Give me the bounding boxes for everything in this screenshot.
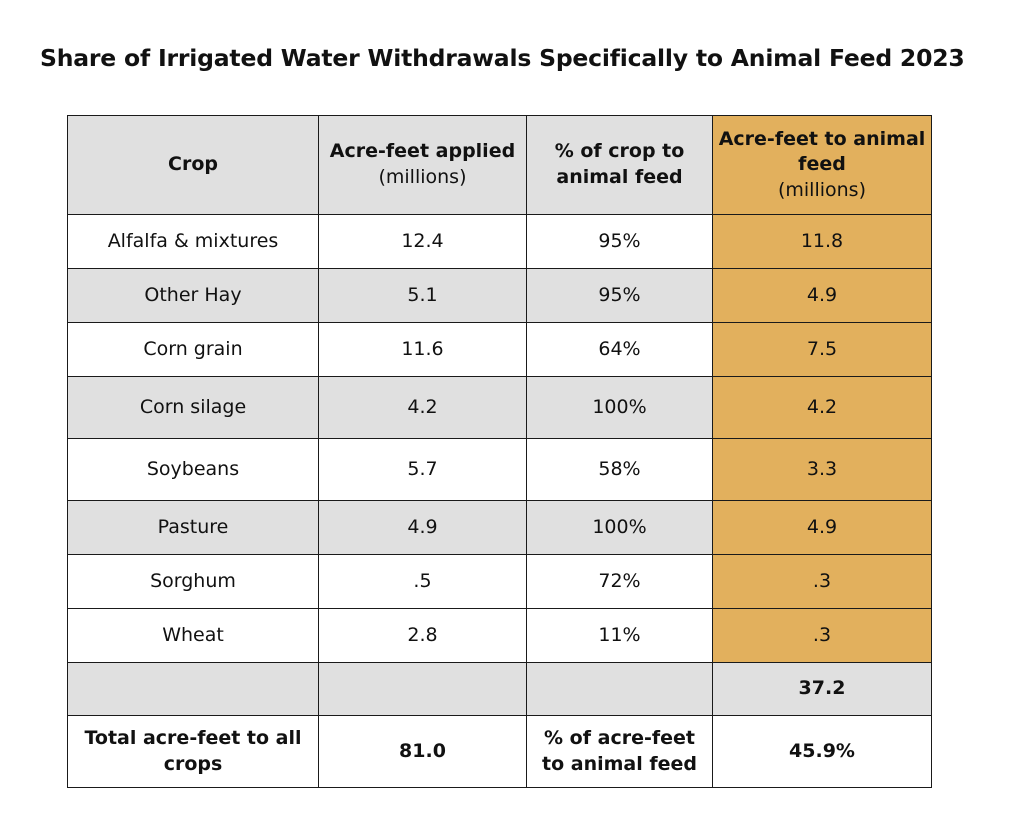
table-row: Soybeans 5.7 58% 3.3 <box>67 438 932 501</box>
total-row: Total acre-feet to all crops 81.0 % of a… <box>67 715 932 788</box>
header-row: Crop Acre-feet applied (millions) % of c… <box>67 115 932 215</box>
header-applied-unit: (millions) <box>378 166 467 188</box>
crop-cell: Corn silage <box>67 376 319 439</box>
applied-cell: 12.4 <box>318 214 527 269</box>
applied-cell: 5.7 <box>318 438 527 501</box>
header-pct-title: % of crop to animal feed <box>554 140 685 188</box>
pct-cell: 100% <box>526 376 713 439</box>
pct-cell: 11% <box>526 608 713 663</box>
table-row: Wheat 2.8 11% .3 <box>67 608 932 663</box>
empty-cell <box>526 662 713 716</box>
table-row: Pasture 4.9 100% 4.9 <box>67 500 932 555</box>
feed-cell: .3 <box>712 554 932 609</box>
header-applied-title: Acre-feet applied <box>329 140 516 163</box>
crop-cell: Alfalfa & mixtures <box>67 214 319 269</box>
total-pct-label-cell: % of acre-feet to animal feed <box>526 715 713 788</box>
table-row: Other Hay 5.1 95% 4.9 <box>67 268 932 323</box>
pct-cell: 64% <box>526 322 713 377</box>
pct-cell: 95% <box>526 268 713 323</box>
feed-cell: 4.9 <box>712 500 932 555</box>
crop-cell: Soybeans <box>67 438 319 501</box>
crop-cell: Wheat <box>67 608 319 663</box>
empty-cell <box>318 662 527 716</box>
crop-water-table: Crop Acre-feet applied (millions) % of c… <box>67 115 932 788</box>
applied-cell: 2.8 <box>318 608 527 663</box>
subtotal-row: 37.2 <box>67 662 932 716</box>
table-row: Corn grain 11.6 64% 7.5 <box>67 322 932 377</box>
total-label-cell: Total acre-feet to all crops <box>67 715 319 788</box>
header-crop: Crop <box>67 115 319 215</box>
feed-cell: 11.8 <box>712 214 932 269</box>
applied-cell: 4.2 <box>318 376 527 439</box>
total-feed-share-cell: 45.9% <box>712 715 932 788</box>
applied-cell: .5 <box>318 554 527 609</box>
applied-cell: 11.6 <box>318 322 527 377</box>
crop-cell: Other Hay <box>67 268 319 323</box>
table-row: Alfalfa & mixtures 12.4 95% 11.8 <box>67 214 932 269</box>
crop-cell: Sorghum <box>67 554 319 609</box>
chart-title: Share of Irrigated Water Withdrawals Spe… <box>40 44 965 72</box>
pct-cell: 72% <box>526 554 713 609</box>
header-acre-feet-applied: Acre-feet applied (millions) <box>318 115 527 215</box>
pct-cell: 58% <box>526 438 713 501</box>
header-feed-title: Acre-feet to animal feed <box>718 127 926 176</box>
total-applied-cell: 81.0 <box>318 715 527 788</box>
table-row: Sorghum .5 72% .3 <box>67 554 932 609</box>
header-pct-to-feed: % of crop to animal feed <box>526 115 713 215</box>
pct-cell: 95% <box>526 214 713 269</box>
feed-cell: 7.5 <box>712 322 932 377</box>
header-acre-feet-to-feed: Acre-feet to animal feed (millions) <box>712 115 932 215</box>
applied-cell: 4.9 <box>318 500 527 555</box>
pct-cell: 100% <box>526 500 713 555</box>
feed-cell: 4.2 <box>712 376 932 439</box>
feed-subtotal-cell: 37.2 <box>712 662 932 716</box>
feed-cell: 4.9 <box>712 268 932 323</box>
header-crop-label: Crop <box>168 153 218 176</box>
crop-cell: Corn grain <box>67 322 319 377</box>
table-row: Corn silage 4.2 100% 4.2 <box>67 376 932 439</box>
feed-cell: 3.3 <box>712 438 932 501</box>
header-feed-unit: (millions) <box>777 178 866 201</box>
applied-cell: 5.1 <box>318 268 527 323</box>
crop-cell: Pasture <box>67 500 319 555</box>
feed-cell: .3 <box>712 608 932 663</box>
empty-cell <box>67 662 319 716</box>
